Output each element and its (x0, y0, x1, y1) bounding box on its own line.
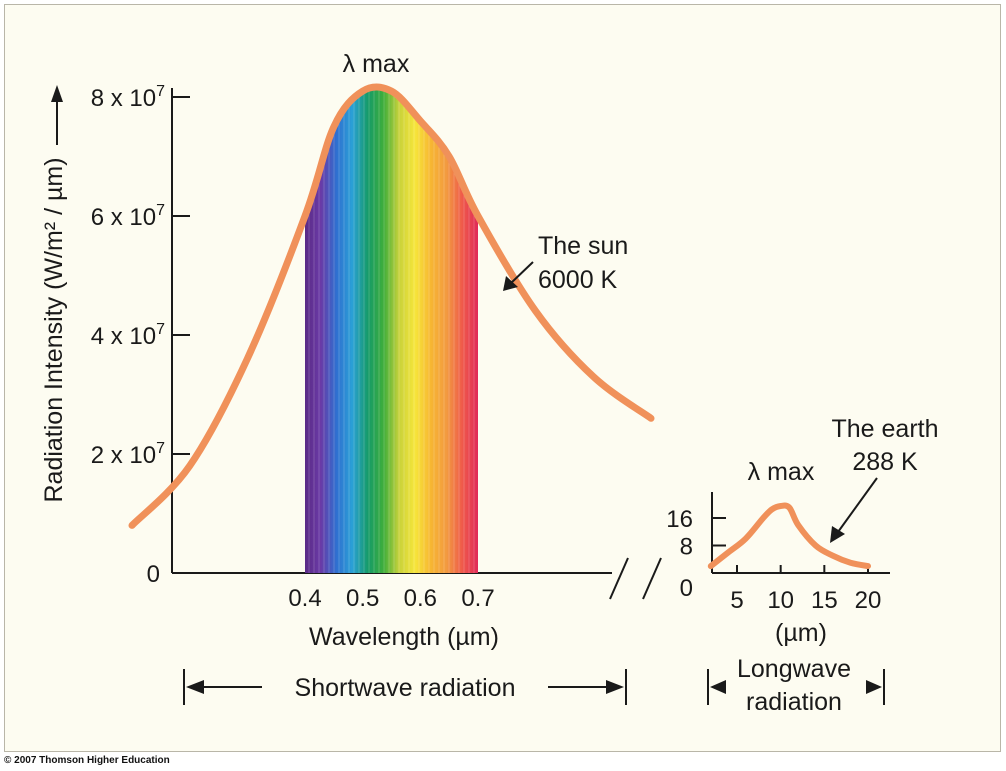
inset-y-tick-label: 8 (680, 534, 693, 561)
inset-y-tick-label: 0 (680, 575, 693, 602)
longwave-band-indicator (707, 669, 885, 705)
longwave-band-label-line1: Longwave (737, 655, 851, 683)
inset-x-axis-label: (µm) (775, 619, 827, 647)
main-axes: 0 2 x 107 4 x 107 6 x 107 8 x 107 0.4 0.5 0.6 0.… (91, 83, 612, 612)
figure-panel (4, 4, 1001, 752)
shortwave-band-indicator (183, 669, 627, 705)
sun-label-arrow-head-icon (503, 276, 518, 291)
earth-label-arrow-line (837, 477, 878, 533)
sun-peak-label: λ max (343, 50, 410, 78)
inset-axes: 0 816 5 10 15 20 (666, 492, 890, 614)
x-axis-label: Wavelength (µm) (309, 623, 499, 651)
x-tick-label: 0.5 (346, 585, 379, 612)
inset-x-tick-label: 20 (855, 587, 882, 614)
y-tick-exponent: 7 (156, 83, 165, 100)
earth-peak-label: λ max (748, 458, 815, 486)
y-tick-label: 2 x 107 (91, 440, 165, 469)
copyright-notice: © 2007 Thomson Higher Education (4, 755, 170, 766)
sun-curve-line (128, 83, 655, 529)
inset-x-tick-label: 15 (811, 587, 838, 614)
earth-label-arrow-head-icon (830, 526, 845, 543)
longwave-band-label-line2: radiation (746, 688, 842, 716)
inset-y-tick-label: 16 (666, 506, 693, 533)
y-tick-label: 4 x 107 (91, 321, 165, 350)
sun-series-temp: 6000 K (538, 266, 618, 294)
axis-break-mark-1 (609, 557, 629, 600)
x-tick-label: 0.7 (461, 585, 494, 612)
x-tick-label: 0.6 (404, 585, 437, 612)
spectrum-fill (305, 86, 478, 573)
axis-break-mark-2 (642, 557, 662, 600)
y-tick-exponent: 7 (156, 202, 165, 219)
y-axis-arrow-head-icon (51, 85, 63, 102)
earth-series (707, 502, 871, 570)
sun-series (128, 83, 655, 529)
x-tick-label: 0.4 (288, 585, 321, 612)
y-tick-label: 8 x 107 (91, 83, 165, 112)
inset-x-tick-label: 5 (730, 587, 743, 614)
y-tick-exponent: 7 (156, 321, 165, 338)
sun-series-label: The sun (538, 232, 628, 260)
earth-series-label: The earth (831, 415, 938, 443)
y-tick-label: 6 x 107 (91, 202, 165, 231)
shortwave-band-label: Shortwave radiation (295, 674, 516, 702)
inset-x-tick-label: 10 (767, 587, 794, 614)
y-axis-label: Radiation Intensity (W/m² / µm) (40, 157, 68, 502)
y-tick-exponent: 7 (156, 440, 165, 457)
y-tick-label: 0 (147, 561, 160, 588)
sun-label-arrow-line (509, 261, 534, 285)
earth-series-temp: 288 K (852, 448, 918, 476)
earth-curve-line (707, 502, 871, 570)
